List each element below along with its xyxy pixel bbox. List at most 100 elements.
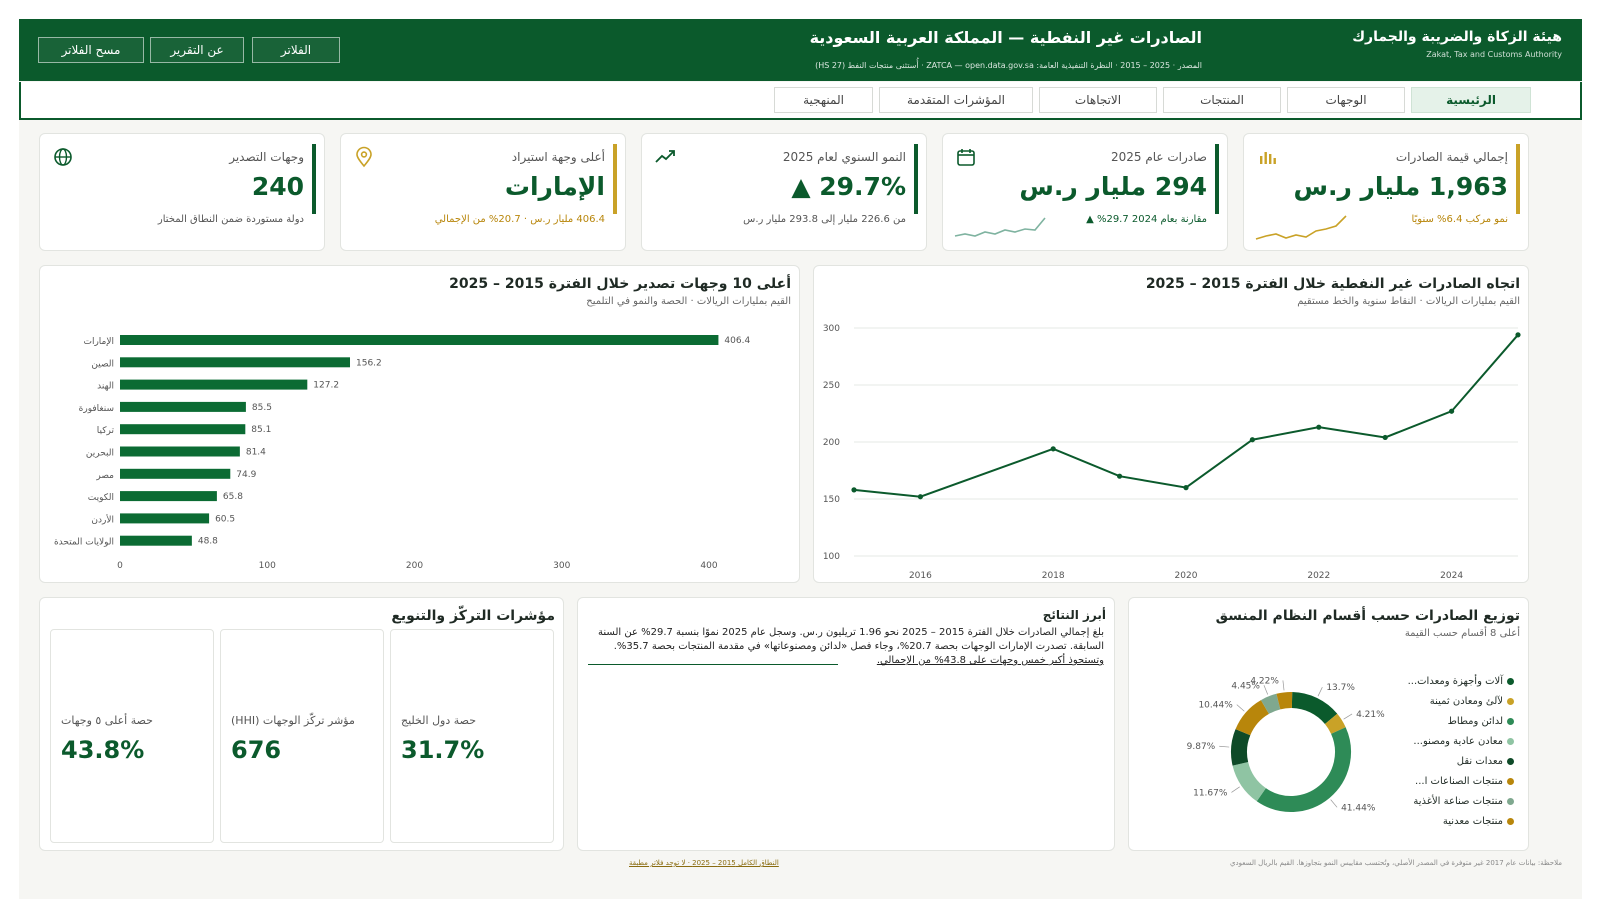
kpi-value: الإمارات — [504, 172, 605, 201]
highlights-line: السابقة. تصدرت الإمارات الوجهات بحصة 20.… — [613, 641, 1104, 652]
tab-destinations[interactable]: الوجهات — [1287, 87, 1405, 113]
legend-item[interactable]: معدات نقل — [1457, 756, 1514, 767]
bar[interactable] — [120, 535, 192, 546]
tab-methodology[interactable]: المنهجية — [774, 87, 873, 113]
trend-point[interactable] — [1515, 332, 1521, 338]
bar[interactable] — [120, 357, 351, 368]
bar[interactable] — [120, 446, 240, 457]
metric-value: 31.7% — [401, 736, 485, 764]
slice-leader-line — [1282, 680, 1285, 691]
donut-slice[interactable] — [1276, 692, 1293, 710]
legend-swatch — [1507, 698, 1514, 705]
trend-point[interactable] — [1249, 437, 1255, 443]
trend-point[interactable] — [851, 487, 857, 493]
y-tick-label: 100 — [823, 552, 840, 562]
x-tick-label: 300 — [553, 561, 570, 571]
kpi-annual-growth: النمو السنوي لعام 2025 29.7% ▲ من 226.6 … — [641, 133, 927, 251]
kpi-note: نمو مركب 6.4% سنويًا — [1411, 214, 1508, 225]
kpi-accent-bar — [613, 144, 617, 214]
donut-slice[interactable] — [1291, 692, 1338, 725]
legend-item[interactable]: منتجات صناعة الأغذية — [1413, 796, 1514, 807]
tab-products[interactable]: المنتجات — [1163, 87, 1281, 113]
highlights-divider — [588, 664, 838, 665]
kpi-export-destinations: وجهات التصدير 240 دولة مستوردة ضمن النطا… — [39, 133, 325, 251]
about-report-button[interactable]: عن التقرير — [150, 37, 244, 63]
hs-sections-donut-chart: 13.7% 4.21% 41.44% 11.67% 9.87% 10.44% 4.45%4.… — [1187, 676, 1385, 813]
legend-item[interactable]: معادن عادية ومصنو... — [1413, 736, 1514, 747]
donut-slice[interactable] — [1256, 727, 1351, 812]
legend-item[interactable]: منتجات معدنية — [1443, 816, 1514, 827]
tab-home[interactable]: الرئيسية — [1411, 87, 1531, 113]
kpi-value: 240 — [251, 172, 304, 201]
legend-label: لدائن ومطاط — [1447, 716, 1503, 727]
trend-point[interactable] — [1117, 473, 1123, 479]
bar-value-label: 81.4 — [246, 448, 266, 458]
kpi-note: من 226.6 مليار إلى 293.8 مليار ر.س — [743, 214, 906, 225]
kpi-note: 406.4 مليار ر.س · 20.7% من الإجمالي — [434, 214, 605, 225]
sparkline-gold — [1255, 215, 1347, 240]
trend-point[interactable] — [1382, 434, 1388, 441]
trend-line — [853, 334, 1519, 498]
bar-value-label: 85.5 — [252, 403, 272, 413]
tab-advanced-indicators[interactable]: المؤشرات المتقدمة — [879, 87, 1033, 113]
scope-link[interactable]: النطاق الكامل 2015 – 2025 · لا توجد فلات… — [629, 859, 779, 867]
x-tick-label: 2020 — [1175, 571, 1198, 581]
bar[interactable] — [120, 491, 217, 502]
slice-leader-line — [1236, 704, 1245, 712]
slice-leader-line — [1330, 799, 1338, 808]
dashboard: هيئة الزكاة والضريبة والجمارك Zakat, Tax… — [19, 19, 1582, 899]
trend-point[interactable] — [1050, 446, 1056, 452]
top-destinations-panel: أعلى 10 وجهات تصدير خلال الفترة 2015 – 2… — [39, 265, 800, 583]
slice-percent-label: 13.7% — [1326, 683, 1355, 693]
bar[interactable] — [120, 335, 719, 345]
legend-item[interactable]: لدائن ومطاط — [1448, 716, 1514, 727]
legend-swatch — [1507, 738, 1514, 745]
legend-swatch — [1507, 718, 1514, 725]
x-tick-label: 2018 — [1042, 571, 1065, 581]
org-name-en: Zakat, Tax and Customs Authority — [1426, 50, 1562, 59]
kpi-accent-bar — [1215, 144, 1219, 214]
trend-point[interactable] — [917, 494, 923, 500]
legend-label: لآلئ ومعادن ثمينة — [1429, 696, 1503, 707]
bar[interactable] — [120, 468, 231, 479]
x-tick-label: 400 — [700, 561, 717, 571]
highlights-panel: أبرز النتائج بلغ إجمالي الصادرات خلال ال… — [577, 597, 1115, 851]
bar[interactable] — [120, 401, 246, 412]
filters-button[interactable]: الفلاتر — [252, 37, 340, 63]
donut-slice[interactable] — [1260, 693, 1281, 715]
legend-item[interactable]: منتجات الصناعات ا... — [1415, 776, 1514, 787]
concentration-title: مؤشرات التركّز والتنويع — [391, 608, 555, 624]
kpi-label: إجمالي قيمة الصادرات — [1395, 150, 1508, 164]
trend-point[interactable] — [1449, 408, 1455, 414]
concentration-panel: مؤشرات التركّز والتنويع حصة أعلى ٥ وجهات… — [39, 597, 564, 851]
legend-label: آلات وأجهزة ومعدات... — [1407, 676, 1503, 687]
kpi-value: 29.7% ▲ — [791, 172, 906, 201]
location-pin-icon — [356, 146, 372, 168]
slice-leader-line — [1343, 713, 1353, 720]
tab-trends[interactable]: الاتجاهات — [1039, 87, 1157, 113]
globe-icon — [54, 148, 72, 166]
bar[interactable] — [120, 424, 246, 435]
highlights-title: أبرز النتائج — [1042, 608, 1106, 622]
legend-label: منتجات صناعة الأغذية — [1413, 796, 1503, 807]
donut-slice[interactable] — [1235, 700, 1270, 736]
bar-category-label: مصر — [95, 471, 114, 481]
legend-label: معدات نقل — [1456, 756, 1503, 767]
page-title: الصادرات غير النفطية — المملكة العربية ا… — [809, 28, 1202, 47]
slice-percent-label: 41.44% — [1341, 803, 1376, 813]
bar[interactable] — [120, 513, 210, 524]
kpi-label: وجهات التصدير — [229, 150, 304, 164]
trend-point[interactable] — [1183, 485, 1189, 491]
legend-item[interactable]: آلات وأجهزة ومعدات... — [1408, 676, 1514, 687]
donut-slice[interactable] — [1324, 713, 1346, 735]
bar-category-label: الإمارات — [83, 337, 114, 347]
kpi-value: 294 مليار ر.س — [1019, 172, 1207, 201]
clear-filters-button[interactable]: مسح الفلاتر — [38, 37, 144, 63]
legend-label: معادن عادية ومصنو... — [1413, 736, 1503, 747]
donut-slice[interactable] — [1231, 729, 1251, 766]
legend-item[interactable]: لآلئ ومعادن ثمينة — [1430, 696, 1514, 707]
donut-slice[interactable] — [1232, 761, 1267, 802]
trend-chart-title: اتجاه الصادرات غير النفطية خلال الفترة 2… — [1145, 276, 1520, 292]
bar[interactable] — [120, 379, 308, 390]
trend-point[interactable] — [1316, 424, 1322, 430]
